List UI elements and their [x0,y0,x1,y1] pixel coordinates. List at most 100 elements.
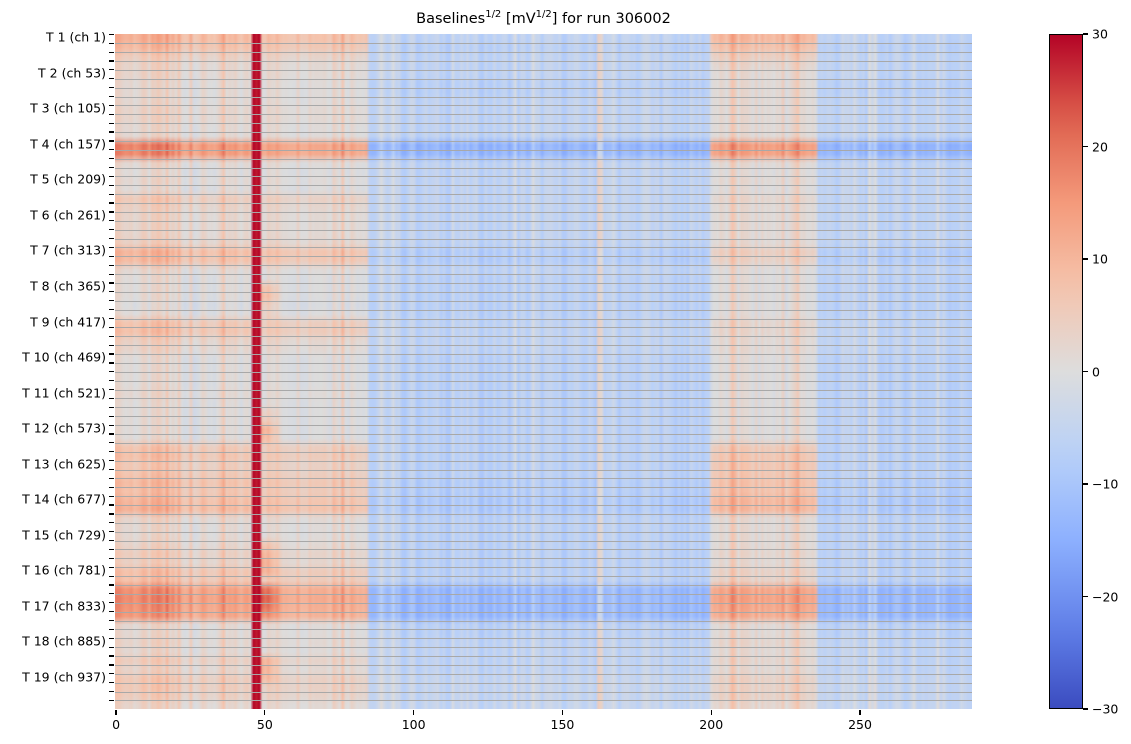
colorbar-tick-label: 30 [1092,26,1108,42]
grid-line [115,425,972,427]
grid-line [115,194,972,196]
grid-line [115,203,972,205]
y-tick-label: T 12 (ch 573) [22,420,106,436]
y-tick [109,397,114,400]
grid-line [115,362,972,364]
y-tick [109,353,114,355]
grid-line [115,434,972,435]
grid-line [115,283,972,285]
grid-line [115,238,972,240]
grid-line [115,700,972,702]
grid-line [115,220,972,222]
grid-line [115,256,972,258]
y-tick [109,87,114,89]
y-tick [109,113,114,115]
colorbar-tick [1083,708,1088,710]
grid-line [115,132,972,134]
y-tick-label: T 14 (ch 677) [22,491,106,507]
grid-line [115,620,972,622]
grid-line [115,478,972,480]
y-tick [109,255,114,257]
x-tick-label: 50 [256,717,273,732]
grid-line [115,380,972,382]
y-tick [109,460,114,462]
grid-line [115,354,972,356]
y-tick [109,557,114,559]
grid-line [115,371,972,373]
grid-line [115,114,972,116]
y-tick-label: T 8 (ch 365) [30,278,106,294]
grid-line [115,96,972,98]
y-tick [109,238,114,240]
grid-line [115,149,972,151]
y-tick [109,282,114,284]
grid-line [115,442,972,444]
y-tick-label: T 6 (ch 261) [30,207,106,223]
grid-line [115,451,972,453]
y-tick [109,495,114,497]
grid-line [115,158,972,160]
colorbar-tick [1083,370,1088,373]
grid-line [115,682,972,684]
y-tick [109,309,114,311]
y-tick [109,51,114,53]
y-tick-label: T 13 (ch 625) [22,456,106,472]
grid-line [115,229,972,231]
y-tick [109,442,114,444]
grid-line [115,52,972,54]
y-tick [109,486,114,488]
x-tick [710,710,712,715]
y-tick-label: T 1 (ch 1) [45,29,106,45]
y-tick [109,566,114,568]
grid-line [115,531,972,533]
y-tick [109,682,114,684]
y-tick [109,202,114,204]
y-tick [109,220,114,222]
grid-line [115,69,972,71]
y-tick [109,602,114,604]
y-tick [109,317,114,320]
grid-line [115,345,972,347]
grid-line [115,300,972,302]
y-tick-label: T 18 (ch 885) [22,633,106,649]
y-tick [109,344,114,346]
colorbar-tick [1083,33,1088,35]
colorbar-tick [1083,145,1088,148]
y-tick [109,637,114,639]
y-tick [109,300,114,302]
y-tick-label: T 5 (ch 209) [30,171,106,187]
grid-line [115,691,972,693]
y-tick [109,95,114,98]
grid-line [115,336,972,338]
colorbar-tick-label: 20 [1092,139,1108,154]
y-tick [109,433,114,435]
y-tick-label: T 9 (ch 417) [30,314,106,330]
grid-line [115,318,972,320]
x-tick [413,710,415,715]
x-tick [561,710,564,715]
y-tick [109,122,114,124]
y-tick [109,584,114,586]
y-tick [109,184,114,186]
y-tick [109,406,114,408]
grid-line [115,265,972,267]
grid-line [115,291,972,293]
colorbar [1049,34,1083,709]
y-tick [109,273,114,275]
grid-line [115,593,972,595]
colorbar-tick-label: −30 [1092,701,1119,717]
y-tick [109,131,114,133]
y-tick [109,229,114,231]
y-tick-label: T 7 (ch 313) [30,242,106,258]
y-tick [109,78,114,80]
y-tick [109,60,114,62]
y-tick-label: T 11 (ch 521) [22,385,106,401]
y-tick [109,522,114,524]
y-tick [109,380,114,382]
colorbar-tick-label: 0 [1092,364,1100,379]
grid-line [115,611,972,613]
y-tick [109,326,114,329]
y-tick-label: T 19 (ch 937) [22,669,106,685]
grid-line [115,673,972,675]
colorbar-tick [1083,258,1088,260]
